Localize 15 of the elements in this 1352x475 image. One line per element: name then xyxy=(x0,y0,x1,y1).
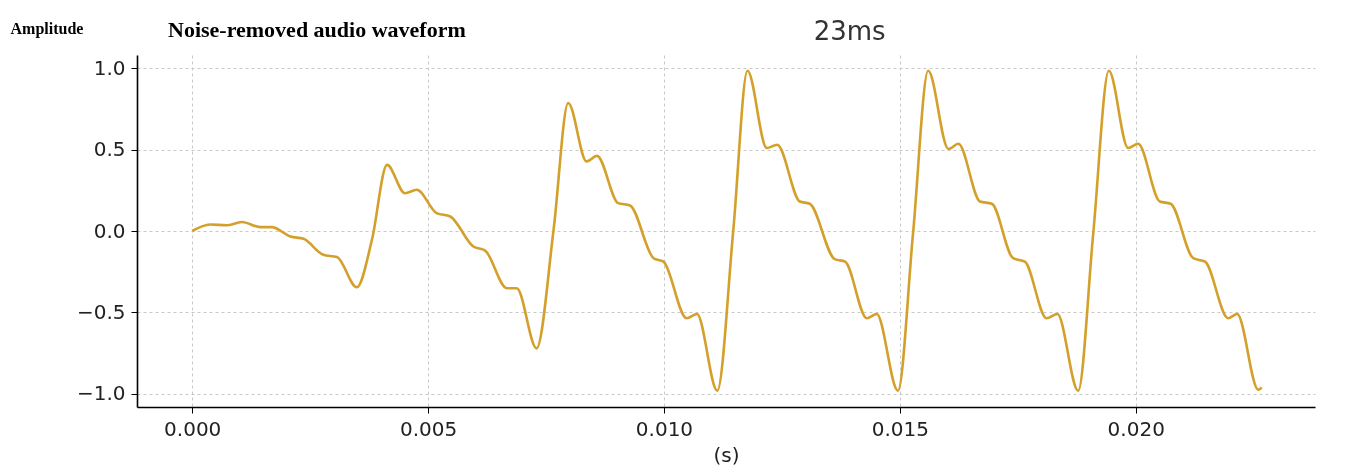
x-tick-label: 0.010 xyxy=(635,416,694,441)
y-tick-label: −1.0 xyxy=(76,381,126,406)
y-axis-title: Amplitude xyxy=(10,19,84,38)
x-axis-title: (s) xyxy=(713,442,740,467)
chart-title: Noise-removed audio waveform xyxy=(168,17,466,42)
y-tick-label: −0.5 xyxy=(76,299,126,324)
y-tick-label: 1.0 xyxy=(93,55,126,80)
x-tick-label: 0.000 xyxy=(164,416,222,441)
line-series xyxy=(190,69,1263,392)
x-tick-label: 0.015 xyxy=(871,416,929,441)
y-tick-label: 0.5 xyxy=(93,137,126,162)
x-tick-label: 0.020 xyxy=(1107,416,1165,441)
y-tick-label: 0.0 xyxy=(93,218,126,243)
x-tick-label: 0.005 xyxy=(399,416,458,441)
text: 23ms xyxy=(813,16,886,46)
